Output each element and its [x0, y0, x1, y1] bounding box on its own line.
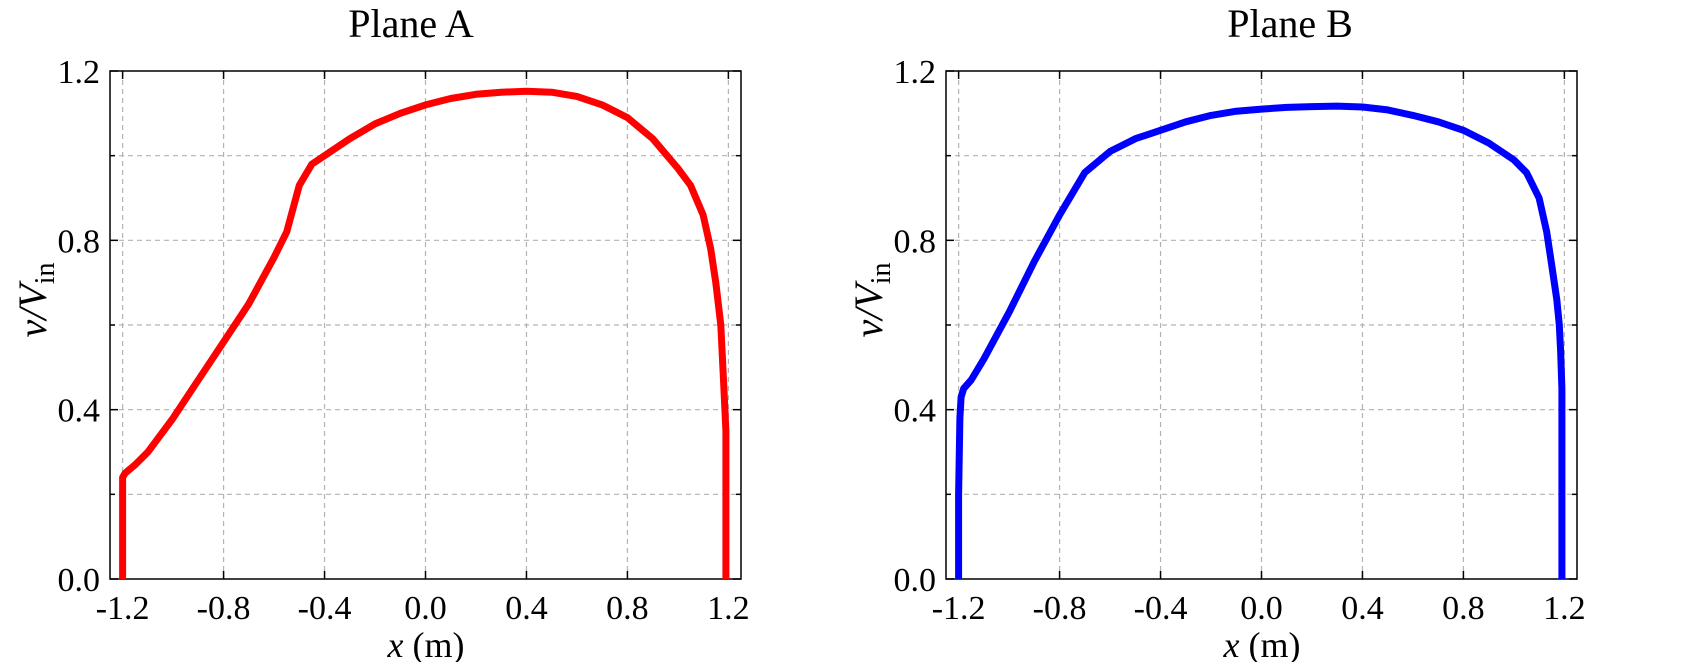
x-axis-label: x (m) [1223, 625, 1301, 662]
x-tick-label: 0.4 [1341, 590, 1384, 627]
x-axis-var: x [387, 625, 404, 662]
x-tick-label: -1.2 [932, 590, 986, 627]
series-line-plane-b [955, 102, 1566, 579]
y-tick-label: 0.4 [58, 393, 101, 430]
y-axis-label: v/Vin [10, 262, 61, 337]
x-axis-unit: (m) [404, 625, 465, 662]
panel-title: Plane B [1227, 1, 1353, 46]
y-tick-labels: 0.0 0.4 0.8 1.2 [58, 54, 101, 599]
y-axis-var: v/V [846, 280, 891, 338]
x-tick-label: 0.0 [404, 590, 447, 627]
grid [946, 71, 1577, 579]
x-tick-label: 0.4 [505, 590, 548, 627]
x-tick-label: -0.8 [1033, 590, 1087, 627]
grid [110, 71, 741, 579]
y-tick-label: 1.2 [58, 54, 101, 91]
x-tick-label: -0.4 [1134, 590, 1188, 627]
x-tick-labels: -1.2 -0.8 -0.4 0.0 0.4 0.8 1.2 [932, 590, 1586, 627]
y-tick-label: 1.2 [894, 54, 937, 91]
x-tick-label: 1.2 [707, 590, 750, 627]
x-tick-label: 0.8 [1442, 590, 1485, 627]
y-tick-label: 0.8 [894, 223, 937, 260]
x-tick-label: -0.8 [197, 590, 251, 627]
panel-title: Plane A [348, 1, 474, 46]
y-tick-label: 0.4 [894, 393, 937, 430]
y-tick-label: 0.0 [58, 562, 101, 599]
y-tick-label: 0.0 [894, 562, 937, 599]
x-tick-label: -0.4 [298, 590, 352, 627]
x-axis-unit: (m) [1240, 625, 1301, 662]
y-axis-label: v/Vin [846, 262, 897, 337]
panel-plane-a: Plane A -1.2 -0.8 -0.4 0.0 0.4 0.8 1.2 0.00.40… [10, 1, 750, 662]
x-axis-label: x (m) [387, 625, 465, 662]
y-tick-label: 0.8 [58, 223, 101, 260]
x-tick-label: 0.8 [606, 590, 649, 627]
y-axis-sub: in [30, 262, 61, 284]
x-tick-labels: -1.2 -0.8 -0.4 0.0 0.4 0.8 1.2 [96, 590, 750, 627]
y-tick-labels: 0.0 0.4 0.8 1.2 [894, 54, 937, 599]
x-tick-label: -1.2 [96, 590, 150, 627]
x-tick-label: 1.2 [1543, 590, 1586, 627]
y-axis-sub: in [866, 262, 897, 284]
x-axis-var: x [1223, 625, 1240, 662]
y-axis-var: v/V [10, 280, 55, 338]
series-line-plane-a [119, 87, 730, 579]
panel-plane-b: Plane B -1.2 -0.8 -0.4 0.0 0.4 0.8 1.2 0.00.40… [846, 1, 1586, 662]
x-tick-label: 0.0 [1240, 590, 1283, 627]
